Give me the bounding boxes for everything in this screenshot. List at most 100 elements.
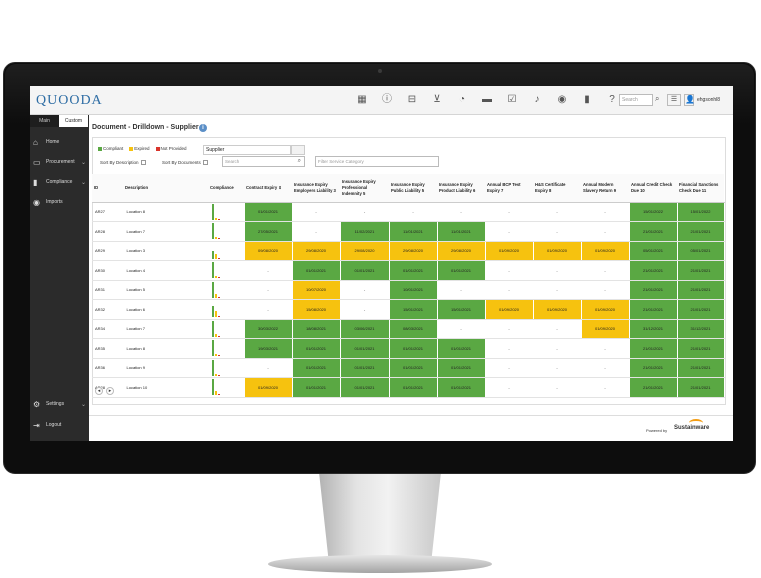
document-expiry-cell[interactable]: 31/12/2021 — [629, 319, 678, 339]
document-expiry-cell[interactable]: - — [485, 338, 534, 359]
document-expiry-cell[interactable]: - — [485, 202, 534, 222]
document-expiry-cell[interactable]: 15/08/2020 — [292, 299, 341, 320]
document-expiry-cell[interactable]: 11/01/2021 — [437, 221, 486, 242]
document-expiry-cell[interactable]: - — [533, 377, 582, 398]
document-expiry-cell[interactable]: 21/01/2021 — [677, 338, 725, 359]
document-expiry-cell[interactable]: - — [581, 338, 630, 359]
table-search-input[interactable]: Search ⌕ — [222, 156, 305, 167]
document-expiry-cell[interactable]: 03/06/2021 — [340, 319, 390, 339]
document-expiry-cell[interactable]: - — [340, 280, 390, 300]
document-expiry-cell[interactable]: - — [533, 260, 582, 281]
document-expiry-cell[interactable]: - — [581, 377, 630, 398]
document-expiry-cell[interactable]: 21/01/2021 — [629, 358, 678, 378]
document-expiry-cell[interactable]: 30/03/2022 — [244, 319, 293, 339]
document-expiry-cell[interactable]: - — [340, 299, 390, 320]
prev-page-button[interactable]: ◂ — [95, 387, 103, 395]
calendar-icon[interactable]: ▦ — [357, 94, 367, 105]
user-name[interactable]: ehgsonhl8 — [697, 97, 721, 103]
column-header[interactable]: Financial Sanctions Check Due 11 — [677, 174, 724, 203]
document-expiry-cell[interactable]: - — [485, 280, 534, 300]
column-header[interactable]: Annual BCP Test Expiry 7 — [485, 174, 533, 203]
document-expiry-cell[interactable]: - — [244, 280, 293, 300]
document-expiry-cell[interactable]: 01/01/2021 — [389, 260, 438, 281]
user-icon[interactable]: 👤 — [684, 94, 695, 106]
document-expiry-cell[interactable]: - — [533, 319, 582, 339]
sidebar-item-home[interactable]: ⌂ Home — [30, 133, 89, 151]
column-header[interactable]: H&S Certificate Expiry 8 — [533, 174, 581, 203]
document-expiry-cell[interactable]: 21/01/2021 — [629, 299, 678, 320]
column-header[interactable]: Insurance Expiry Public Liability 5 — [389, 174, 437, 203]
menu-icon[interactable]: ☰ — [667, 94, 681, 106]
document-expiry-cell[interactable]: 19/03/2021 — [244, 338, 293, 359]
sidebar-item-settings[interactable]: ⚙ Settings ⌄ — [30, 395, 89, 413]
document-expiry-cell[interactable]: 08/03/2021 — [389, 319, 438, 339]
sort-by-documents-option[interactable]: Sort By Documents — [162, 160, 208, 166]
document-expiry-cell[interactable]: - — [533, 202, 582, 222]
document-expiry-cell[interactable]: 05/01/2021 — [677, 241, 725, 261]
bookmark-icon[interactable]: ▮ — [584, 94, 590, 105]
table-row[interactable]: AR36 Location 9-01/01/2021 01/01/2021 01/01… — [92, 358, 725, 378]
document-expiry-cell[interactable]: 21/01/2021 — [677, 221, 725, 242]
table-row[interactable]: AR31 Location 5-10/07/2020-10/01/2021- - - -… — [92, 280, 725, 300]
document-expiry-cell[interactable]: 01/01/2021 — [389, 358, 438, 378]
document-expiry-cell[interactable]: 27/05/2021 — [244, 221, 293, 242]
document-expiry-cell[interactable]: 10/01/2021 — [389, 280, 438, 300]
tray-icon[interactable]: ⊟ — [407, 94, 417, 105]
document-expiry-cell[interactable]: 01/09/2020 — [485, 299, 534, 320]
calendar-check-icon[interactable]: ☑ — [507, 94, 517, 105]
tab-custom[interactable]: Custom — [59, 115, 88, 127]
document-expiry-cell[interactable]: - — [533, 358, 582, 378]
document-expiry-cell[interactable]: - — [292, 202, 341, 222]
search-icon[interactable]: ⌕ — [655, 94, 660, 103]
document-expiry-cell[interactable]: - — [533, 221, 582, 242]
document-expiry-cell[interactable]: 11/01/2021 — [389, 221, 438, 242]
document-expiry-cell[interactable]: 21/01/2021 — [629, 338, 678, 359]
document-expiry-cell[interactable]: 11/02/2021 — [340, 221, 390, 242]
filter-icon[interactable]: ⊻ — [433, 94, 441, 105]
document-expiry-cell[interactable]: 10/07/2020 — [292, 280, 341, 300]
document-expiry-cell[interactable]: 01/01/2021 — [292, 377, 341, 398]
document-expiry-cell[interactable]: 01/01/2021 — [340, 377, 390, 398]
table-row[interactable]: AR35 Location 8 19/03/2021 01/01/2021 01/01/… — [92, 338, 725, 359]
global-search-input[interactable]: Search — [619, 94, 653, 106]
app-logo[interactable]: QUOODA — [36, 93, 103, 108]
document-expiry-cell[interactable]: 09/08/2020 — [244, 241, 293, 261]
sort-by-description-option[interactable]: Sort By Description — [100, 160, 146, 166]
document-expiry-cell[interactable]: - — [581, 221, 630, 242]
document-expiry-cell[interactable]: - — [244, 299, 293, 320]
column-header[interactable]: Insurance Expiry Professional Indemnity … — [340, 174, 389, 203]
document-expiry-cell[interactable]: 01/01/2021 — [437, 377, 486, 398]
document-expiry-cell[interactable]: 01/01/2021 — [389, 338, 438, 359]
document-expiry-cell[interactable]: 29/08/2020 — [389, 241, 438, 261]
document-expiry-cell[interactable]: 01/09/2020 — [581, 241, 630, 261]
document-expiry-cell[interactable]: - — [389, 202, 438, 222]
document-expiry-cell[interactable]: - — [533, 280, 582, 300]
document-expiry-cell[interactable]: 01/09/2020 — [581, 319, 630, 339]
info-icon[interactable]: ⓘ — [382, 94, 392, 105]
bell-icon[interactable]: ♪ — [534, 94, 540, 105]
table-row[interactable]: AR32 Location 6-15/08/2020-15/01/2021 15/0… — [92, 299, 725, 320]
document-expiry-cell[interactable]: - — [581, 202, 630, 222]
supplier-select-button[interactable] — [291, 145, 305, 155]
document-expiry-cell[interactable]: 15/01/2021 — [389, 299, 438, 320]
sort-documents-checkbox[interactable] — [202, 160, 208, 166]
column-header[interactable]: Insurance Expiry Employers Liability 3 — [292, 174, 340, 203]
document-expiry-cell[interactable]: - — [437, 280, 486, 300]
document-expiry-cell[interactable]: 15/01/2022 — [677, 202, 725, 222]
table-row[interactable]: AR27 Location 8 01/01/2021- - - - - - -15/01/202… — [92, 202, 725, 222]
folder-icon[interactable]: ▬ — [482, 94, 492, 105]
document-expiry-cell[interactable]: 01/01/2021 — [292, 260, 341, 281]
document-expiry-cell[interactable]: 21/01/2021 — [677, 358, 725, 378]
document-expiry-cell[interactable]: 01/01/2021 — [292, 358, 341, 378]
document-expiry-cell[interactable]: 21/01/2021 — [677, 280, 725, 300]
document-expiry-cell[interactable]: - — [485, 260, 534, 281]
document-expiry-cell[interactable]: 21/01/2021 — [629, 377, 678, 398]
document-expiry-cell[interactable]: 31/12/2021 — [677, 319, 725, 339]
document-expiry-cell[interactable]: - — [340, 202, 390, 222]
sidebar-item-imports[interactable]: ◉ Imports — [30, 193, 89, 211]
document-expiry-cell[interactable]: 01/01/2021 — [340, 358, 390, 378]
sidebar-item-logout[interactable]: ⇥ Logout — [30, 416, 89, 434]
document-expiry-cell[interactable]: - — [485, 221, 534, 242]
document-expiry-cell[interactable]: 21/01/2021 — [677, 377, 725, 398]
